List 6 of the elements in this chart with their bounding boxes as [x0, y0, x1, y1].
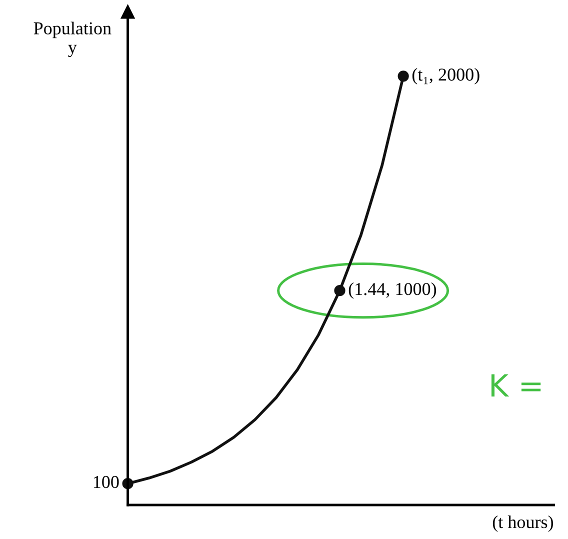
y-axis-title: Population y — [34, 22, 112, 58]
x-axis-title: (t hours) — [492, 515, 554, 532]
data-label: (1.44, 1000) — [348, 282, 436, 299]
data-label: 100 — [94, 476, 119, 488]
data-label: (t₁, 2000) — [412, 68, 480, 84]
text: K = — [491, 374, 541, 397]
